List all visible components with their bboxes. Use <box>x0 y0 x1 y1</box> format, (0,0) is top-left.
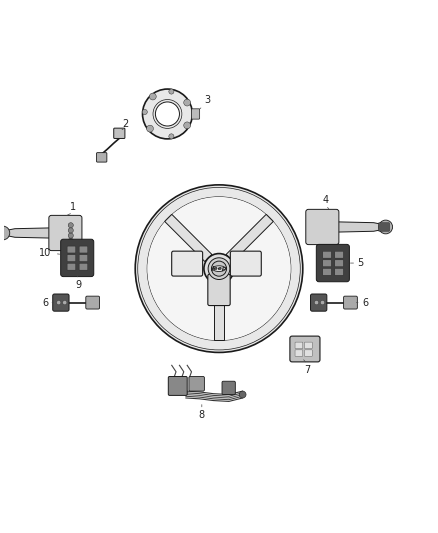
Circle shape <box>68 223 73 228</box>
Circle shape <box>204 254 234 284</box>
FancyBboxPatch shape <box>378 223 389 231</box>
Text: 6: 6 <box>42 297 49 308</box>
FancyBboxPatch shape <box>79 263 88 270</box>
FancyBboxPatch shape <box>61 239 94 277</box>
Circle shape <box>321 301 325 305</box>
FancyBboxPatch shape <box>67 246 76 253</box>
FancyBboxPatch shape <box>168 376 187 395</box>
FancyBboxPatch shape <box>79 246 88 253</box>
Circle shape <box>142 89 192 139</box>
FancyBboxPatch shape <box>208 274 230 305</box>
FancyBboxPatch shape <box>316 244 350 282</box>
Text: 6: 6 <box>362 297 368 308</box>
Circle shape <box>184 99 191 106</box>
Polygon shape <box>165 214 212 262</box>
Circle shape <box>184 122 191 129</box>
Circle shape <box>68 228 73 233</box>
Text: 5: 5 <box>357 258 364 268</box>
FancyBboxPatch shape <box>323 251 332 258</box>
FancyBboxPatch shape <box>335 251 343 258</box>
Circle shape <box>379 220 392 234</box>
Text: 7: 7 <box>304 365 310 375</box>
Polygon shape <box>4 228 53 238</box>
FancyBboxPatch shape <box>49 215 82 251</box>
Circle shape <box>208 258 230 279</box>
Text: 8: 8 <box>199 410 205 421</box>
Circle shape <box>57 301 61 305</box>
Circle shape <box>68 233 73 238</box>
FancyBboxPatch shape <box>96 152 107 162</box>
Text: 10: 10 <box>39 248 51 258</box>
FancyBboxPatch shape <box>53 294 69 311</box>
FancyBboxPatch shape <box>67 255 76 262</box>
Circle shape <box>147 125 153 132</box>
FancyBboxPatch shape <box>290 336 320 362</box>
Circle shape <box>314 301 319 305</box>
FancyBboxPatch shape <box>335 269 343 276</box>
Polygon shape <box>226 214 273 262</box>
Circle shape <box>149 93 156 100</box>
Polygon shape <box>335 222 385 232</box>
FancyBboxPatch shape <box>335 260 343 266</box>
Text: 3: 3 <box>205 95 211 106</box>
FancyBboxPatch shape <box>191 109 200 119</box>
Circle shape <box>147 197 291 341</box>
FancyBboxPatch shape <box>230 251 261 276</box>
FancyBboxPatch shape <box>172 251 203 276</box>
Circle shape <box>142 109 147 115</box>
Circle shape <box>239 391 246 398</box>
FancyBboxPatch shape <box>304 350 312 356</box>
Text: 2: 2 <box>123 118 129 128</box>
Circle shape <box>147 197 291 341</box>
Circle shape <box>68 238 73 243</box>
FancyBboxPatch shape <box>79 255 88 262</box>
FancyBboxPatch shape <box>189 376 205 391</box>
FancyBboxPatch shape <box>67 263 76 270</box>
FancyBboxPatch shape <box>86 296 99 309</box>
Text: 4: 4 <box>322 195 328 205</box>
Circle shape <box>135 185 303 352</box>
FancyBboxPatch shape <box>311 294 327 311</box>
FancyBboxPatch shape <box>114 128 125 139</box>
Ellipse shape <box>212 266 226 271</box>
FancyBboxPatch shape <box>323 269 332 276</box>
FancyBboxPatch shape <box>343 296 357 309</box>
Circle shape <box>0 226 10 240</box>
Text: 1: 1 <box>70 203 76 212</box>
Text: 9: 9 <box>75 280 81 290</box>
FancyBboxPatch shape <box>304 342 312 349</box>
Circle shape <box>169 89 174 94</box>
Polygon shape <box>214 284 224 341</box>
Text: Jeep: Jeep <box>211 266 227 271</box>
Circle shape <box>212 261 226 276</box>
Circle shape <box>63 301 67 305</box>
Circle shape <box>169 134 174 139</box>
FancyBboxPatch shape <box>295 342 303 349</box>
FancyBboxPatch shape <box>306 209 339 245</box>
Circle shape <box>155 102 180 126</box>
FancyBboxPatch shape <box>222 381 235 394</box>
FancyBboxPatch shape <box>295 350 303 356</box>
FancyBboxPatch shape <box>323 260 332 266</box>
